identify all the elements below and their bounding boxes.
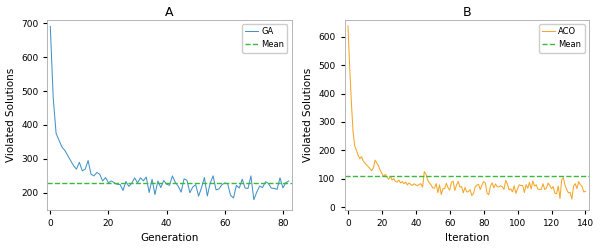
GA <box>285 180 292 183</box>
GA <box>82 168 89 171</box>
Mean <box>47 182 54 185</box>
ACO <box>568 198 575 201</box>
ACO <box>582 190 589 193</box>
ACO <box>546 184 553 187</box>
ACO <box>346 65 353 68</box>
Mean <box>50 182 57 185</box>
Mean <box>346 174 353 177</box>
Title: B: B <box>463 5 471 19</box>
GA <box>96 173 103 176</box>
Legend: GA, Mean: GA, Mean <box>242 24 287 53</box>
Title: A: A <box>165 5 174 19</box>
Line: GA: GA <box>50 26 289 200</box>
Y-axis label: Violated Solutions: Violated Solutions <box>5 68 16 162</box>
Y-axis label: Violated Solutions: Violated Solutions <box>303 68 313 162</box>
ACO <box>572 182 579 185</box>
X-axis label: Iteration: Iteration <box>445 234 489 244</box>
GA <box>250 198 257 201</box>
X-axis label: Generation: Generation <box>140 234 199 244</box>
GA <box>189 186 196 188</box>
ACO <box>551 192 559 195</box>
ACO <box>344 24 352 27</box>
GA <box>47 25 54 28</box>
Mean <box>344 174 352 177</box>
GA <box>218 183 226 186</box>
GA <box>233 184 240 187</box>
Legend: ACO, Mean: ACO, Mean <box>539 24 584 53</box>
ACO <box>422 173 430 176</box>
GA <box>61 149 68 152</box>
ACO <box>358 155 365 158</box>
Line: ACO: ACO <box>348 26 586 199</box>
